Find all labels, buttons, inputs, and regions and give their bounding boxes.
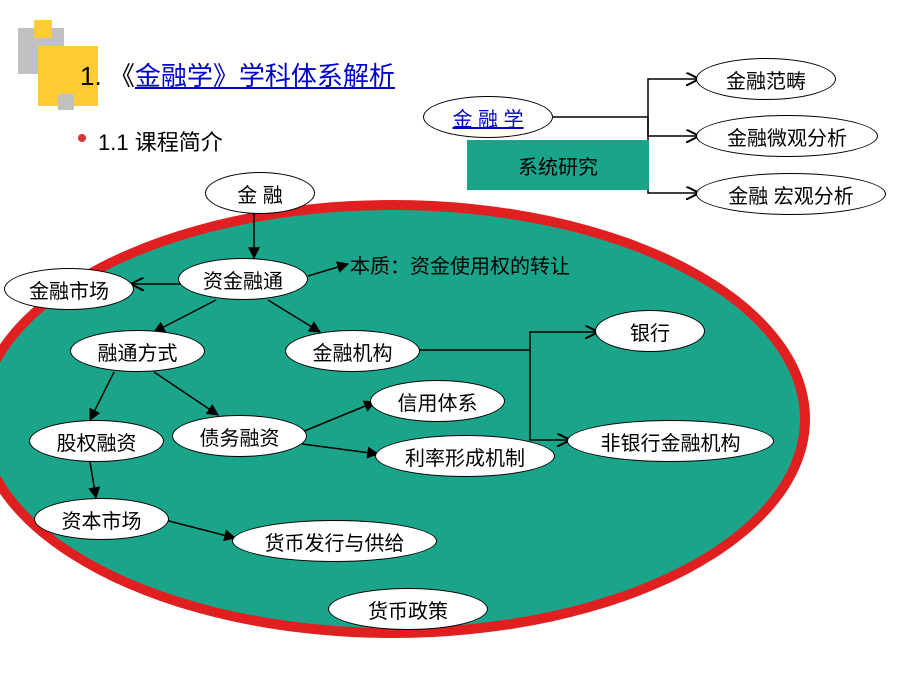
node-scope: 金融范畴: [696, 58, 836, 100]
bullet-icon: [78, 134, 86, 142]
node-equity: 股权融资: [29, 420, 164, 462]
node-market: 金融市场: [4, 268, 134, 310]
node-policy: 货币政策: [328, 588, 488, 630]
node-zijin: 资金融通: [178, 258, 308, 300]
node-money-supply: 货币发行与供给: [232, 520, 437, 562]
node-jinrongxue[interactable]: 金 融 学: [423, 96, 553, 138]
node-micro: 金融微观分析: [696, 115, 878, 157]
node-nonbank: 非银行金融机构: [567, 420, 774, 462]
essence-text: 本质：资金使用权的转让: [350, 250, 570, 279]
node-bank: 银行: [595, 310, 705, 352]
node-rate: 利率形成机制: [375, 435, 555, 477]
subtitle: 1.1 课程简介: [98, 125, 223, 157]
page-title: 1. 《金融学》学科体系解析: [80, 56, 395, 93]
decor-yellow-2: [34, 20, 52, 38]
node-inst: 金融机构: [285, 330, 420, 372]
node-debt: 债务融资: [172, 415, 307, 457]
title-link[interactable]: 金融学》学科体系解析: [135, 61, 395, 91]
title-prefix: 1. 《: [80, 61, 135, 91]
node-sys-study: 系统研究: [467, 140, 649, 190]
node-capmkt: 资本市场: [34, 498, 169, 540]
node-jinrong: 金 融: [205, 172, 315, 214]
node-macro: 金融 宏观分析: [696, 173, 886, 215]
decor-gray-2: [58, 94, 74, 110]
node-method: 融通方式: [70, 330, 205, 372]
node-credit: 信用体系: [370, 380, 505, 422]
